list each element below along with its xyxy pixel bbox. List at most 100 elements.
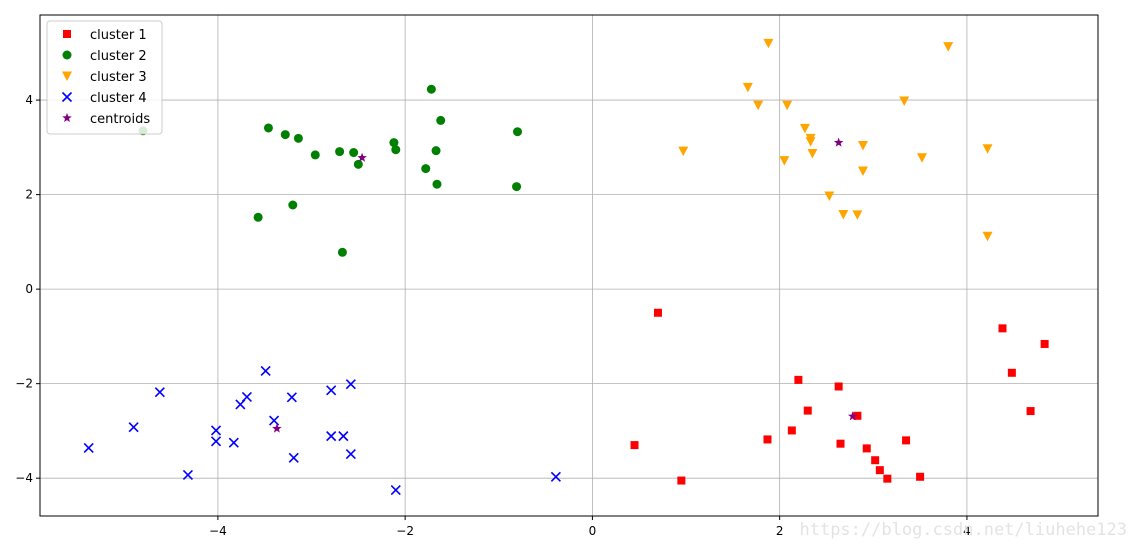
data-point: [1026, 407, 1035, 416]
legend-label: cluster 1: [90, 28, 147, 43]
data-point: [916, 153, 927, 163]
legend-box: [46, 20, 163, 135]
series-cluster-2: [138, 84, 523, 257]
data-point: [286, 392, 297, 403]
data-point: [338, 431, 349, 442]
data-point: [653, 308, 662, 317]
data-point: [857, 166, 868, 176]
grid-lines: [40, 15, 1098, 516]
legend-marker: [63, 30, 71, 38]
legend-label: cluster 3: [90, 70, 147, 85]
y-tick-label: 0: [25, 282, 33, 296]
data-point: [128, 422, 139, 433]
plot-frame: [39, 14, 1099, 517]
data-point: [253, 212, 263, 222]
legend-marker: [62, 50, 72, 60]
data-point: [630, 441, 639, 450]
data-point: [260, 365, 271, 376]
data-point: [677, 476, 686, 485]
data-point: [512, 182, 522, 192]
data-point: [857, 140, 868, 151]
data-point: [426, 84, 436, 94]
x-tick-label: 2: [776, 524, 784, 538]
data-point: [943, 42, 954, 52]
data-point: [357, 152, 367, 162]
data-point: [210, 425, 222, 436]
data-point: [513, 127, 523, 137]
data-point: [310, 150, 320, 160]
data-point: [432, 179, 442, 189]
data-point: [293, 133, 303, 143]
data-point: [982, 231, 993, 242]
legend-label: cluster 2: [90, 49, 147, 64]
data-point: [678, 146, 689, 157]
legend-marker: [61, 91, 73, 103]
data-point: [390, 484, 401, 496]
data-point: [228, 437, 239, 448]
data-point: [834, 382, 843, 391]
axis-ticks: −4 −2 0 2 4 −4 −2 0 2 4: [15, 93, 970, 538]
data-point: [391, 145, 401, 155]
y-tick-label: 4: [25, 93, 33, 107]
data-point: [345, 379, 356, 390]
legend-label: cluster 4: [90, 91, 147, 106]
data-point: [807, 148, 818, 159]
data-point: [862, 444, 871, 453]
data-point: [899, 96, 910, 107]
data-point: [833, 137, 844, 147]
data-point: [421, 164, 431, 174]
data-point: [1040, 339, 1049, 348]
data-point: [883, 474, 892, 483]
legend-marker: [62, 71, 72, 81]
data-point: [902, 436, 911, 445]
data-point: [337, 247, 347, 257]
data-point: [853, 411, 862, 420]
legend-marker: [62, 113, 72, 123]
data-point: [838, 209, 849, 220]
series-cluster-3: [678, 38, 993, 242]
data-point: [269, 415, 280, 426]
data-point: [431, 146, 441, 156]
data-point: [782, 100, 793, 111]
series-cluster-4: [83, 365, 561, 496]
data-point: [263, 123, 273, 133]
data-point: [436, 115, 446, 125]
data-point: [288, 452, 299, 463]
data-point: [241, 391, 252, 402]
data-point: [154, 387, 165, 398]
x-tick-label: 4: [963, 524, 971, 538]
data-point: [742, 82, 753, 93]
data-point: [288, 200, 298, 210]
data-point: [550, 471, 561, 482]
legend-label: centroids: [90, 112, 150, 127]
data-point: [836, 439, 845, 448]
data-point: [805, 137, 816, 147]
series-cluster-1: [630, 308, 1049, 485]
data-point: [349, 148, 359, 158]
data-point: [335, 147, 345, 157]
data-point: [916, 472, 925, 481]
watermark: https://blog.csdn.net/liuhehe123: [799, 520, 1127, 540]
data-point: [787, 426, 796, 435]
data-point: [83, 442, 94, 454]
data-point: [389, 138, 399, 148]
x-tick-label: −4: [209, 524, 227, 538]
data-point: [779, 156, 790, 166]
data-point: [272, 423, 282, 433]
data-points: [83, 38, 1049, 496]
data-point: [998, 324, 1007, 333]
data-point: [326, 431, 337, 442]
data-point: [824, 191, 835, 202]
data-point: [847, 411, 858, 421]
data-point: [803, 406, 812, 415]
data-point: [982, 144, 993, 154]
y-tick-label: −2: [15, 377, 33, 391]
data-point: [794, 375, 803, 384]
series-centroids: [272, 137, 858, 433]
y-tick-label: −4: [15, 471, 33, 485]
data-point: [182, 469, 193, 480]
data-point: [210, 436, 222, 447]
data-point: [875, 466, 884, 475]
data-point: [763, 435, 772, 444]
data-point: [280, 130, 290, 140]
